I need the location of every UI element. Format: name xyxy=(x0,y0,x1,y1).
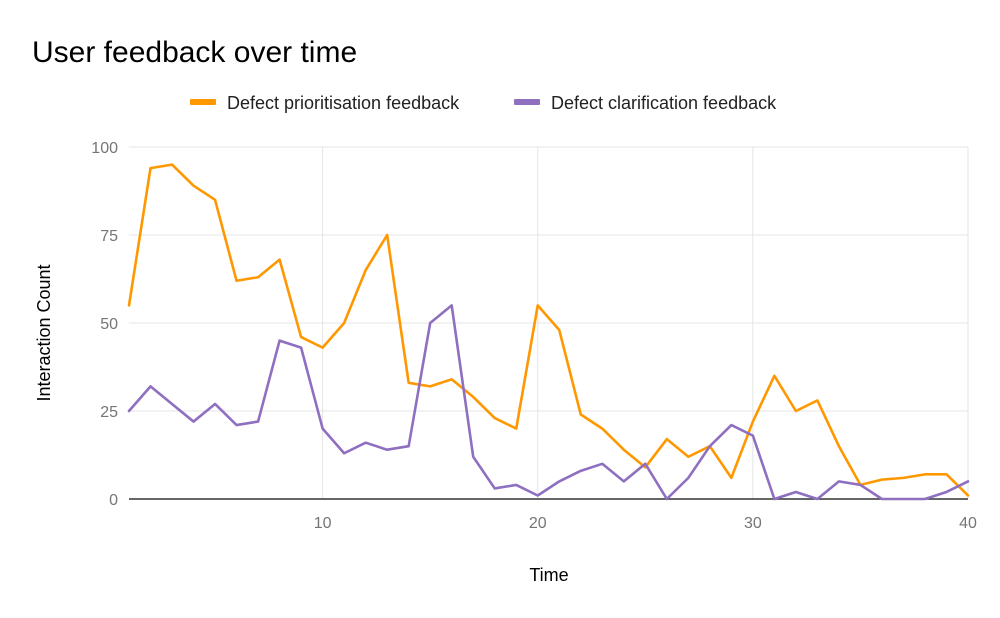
x-axis-ticks: 10 20 30 40 xyxy=(314,515,977,532)
x-tick-label: 40 xyxy=(959,515,977,532)
series-lines xyxy=(127,163,970,501)
x-tick-label: 10 xyxy=(314,515,332,532)
x-tick-label: 20 xyxy=(529,515,547,532)
series-line-clarification xyxy=(127,304,970,501)
legend-label-clarification: Defect clarification feedback xyxy=(551,93,777,113)
legend: Defect prioritisation feedback Defect cl… xyxy=(190,93,777,113)
legend-label-prioritisation: Defect prioritisation feedback xyxy=(227,93,460,113)
x-axis-title: Time xyxy=(529,565,568,585)
series-line-prioritisation xyxy=(127,163,970,497)
y-axis-title: Interaction Count xyxy=(34,264,54,401)
legend-swatch-clarification xyxy=(514,99,540,105)
y-tick-label: 100 xyxy=(91,140,118,157)
y-tick-label: 25 xyxy=(100,404,118,421)
legend-swatch-prioritisation xyxy=(190,99,216,105)
y-tick-label: 0 xyxy=(109,492,118,509)
chart-title: User feedback over time xyxy=(32,36,357,69)
y-tick-label: 50 xyxy=(100,316,118,333)
x-tick-label: 30 xyxy=(744,515,762,532)
y-tick-label: 75 xyxy=(100,228,118,245)
y-axis-ticks: 0 25 50 75 100 xyxy=(91,140,118,509)
gridlines xyxy=(129,146,969,499)
